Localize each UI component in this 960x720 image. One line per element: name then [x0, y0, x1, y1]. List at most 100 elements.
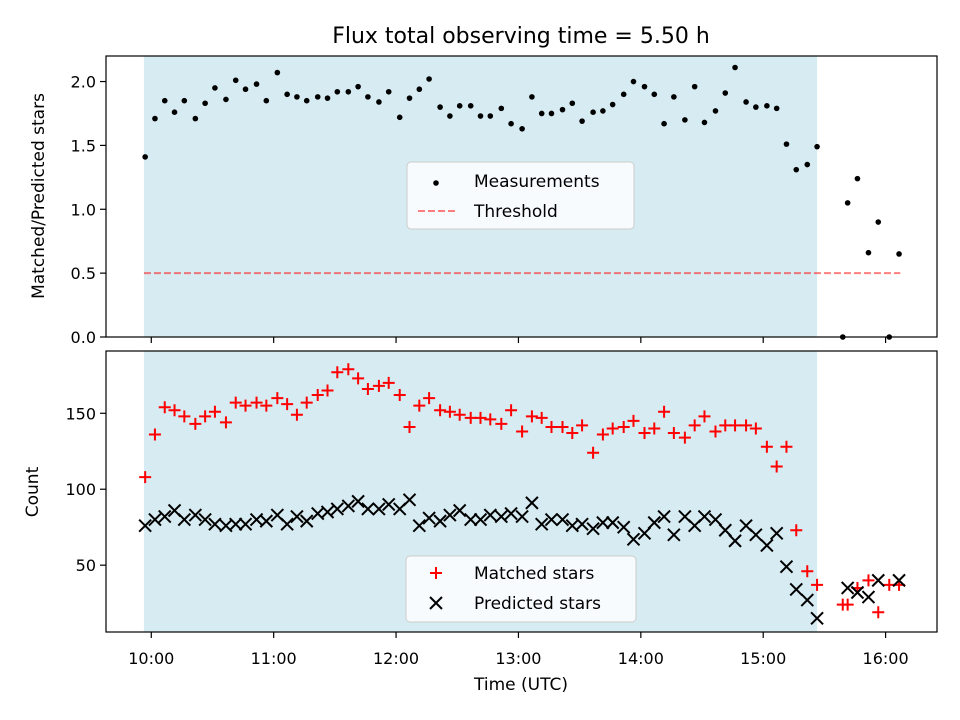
predicted-stars-point	[177, 512, 192, 527]
threshold-legend-label: Threshold	[473, 202, 558, 222]
predicted-stars-point	[138, 518, 152, 533]
measurement-point	[253, 81, 260, 87]
measurement-point	[519, 126, 525, 132]
matched-stars-point	[199, 410, 212, 423]
predicted-stars-point	[892, 573, 906, 588]
predicted-stars-point	[534, 517, 549, 531]
measurement-point	[355, 83, 361, 90]
matched-stars-point	[749, 422, 762, 435]
matched-stars-point	[648, 422, 661, 435]
chart-title: Flux total observing time = 5.50 h	[332, 24, 710, 49]
matched-stars-point	[229, 396, 242, 409]
matched-stars-point	[760, 440, 773, 453]
predicted-stars-point	[800, 593, 814, 607]
predicted-stars-point	[504, 506, 518, 521]
measurement-point	[477, 113, 484, 119]
predicted-stars-point	[473, 512, 488, 527]
measurement-point	[242, 86, 249, 93]
predicted-stars-point	[452, 503, 467, 518]
predicted-stars-point	[779, 559, 794, 574]
predicted-stars-point	[483, 508, 497, 522]
matched-stars-legend-marker	[430, 567, 442, 579]
predicted-stars-point	[238, 517, 253, 531]
matched-stars-point	[342, 363, 355, 376]
matched-stars-point	[168, 404, 181, 417]
matched-stars-point	[453, 408, 466, 421]
bottom-y-ticks: 50 100 150	[65, 404, 106, 575]
x-tick-label: 16:00	[863, 649, 909, 668]
matched-stars-point	[770, 460, 783, 473]
top-y-tick-label: 1.0	[71, 200, 96, 219]
measurement-point	[487, 113, 494, 119]
predicted-stars-point	[300, 514, 314, 528]
matched-stars-point	[587, 446, 600, 459]
measurement-point	[854, 175, 861, 182]
bottom-y-tick-label: 50	[76, 556, 96, 575]
top-y-ticks: 0.0 0.5 1.0 1.5 2.0	[71, 73, 106, 347]
predicted-stars-point	[718, 523, 732, 537]
measurements-series	[142, 64, 902, 340]
measurements-legend-marker	[433, 180, 439, 186]
bottom-y-axis-label: Count	[23, 466, 43, 517]
measurement-point	[569, 100, 576, 107]
predicted-stars-point	[789, 582, 803, 597]
top-legend-box	[406, 161, 635, 230]
matched-stars-point	[638, 427, 651, 440]
matched-stars-point	[321, 384, 334, 397]
measurement-point	[396, 114, 403, 121]
top-legend: Measurements Threshold	[406, 161, 635, 230]
predicted-stars-point	[810, 611, 824, 626]
x-tick-label: 12:00	[373, 649, 419, 668]
matched-stars-point	[740, 419, 753, 432]
measurement-point	[263, 97, 270, 104]
measurements-legend-label: Measurements	[474, 172, 600, 192]
predicted-stars-point	[749, 528, 763, 542]
measurement-point	[620, 91, 627, 98]
matched-stars-point	[658, 405, 671, 418]
matched-stars-point	[352, 372, 365, 385]
top-axes-frame	[105, 55, 938, 338]
predicted-stars-point	[697, 509, 712, 524]
measurement-point	[538, 110, 545, 117]
measurement-point	[896, 251, 902, 257]
predicted-stars-point	[320, 505, 335, 519]
measurement-point	[376, 99, 382, 105]
matched-stars-point	[290, 408, 303, 421]
predicted-stars-point	[208, 517, 222, 531]
predicted-stars-point	[280, 517, 294, 531]
x-tick-label: 11:00	[251, 649, 297, 668]
measurement-point	[447, 113, 453, 119]
predicted-stars-point	[382, 497, 396, 512]
measurement-point	[365, 94, 371, 100]
predicted-stars-point	[586, 522, 600, 536]
predicted-stars-point	[494, 509, 509, 524]
measurement-point	[641, 83, 648, 90]
predicted-stars-point	[647, 515, 661, 530]
measurement-point	[467, 103, 474, 109]
measurement-point	[232, 77, 239, 84]
matched-stars-point	[271, 392, 284, 405]
predicted-stars-legend-label: Predicted stars	[474, 594, 601, 614]
measurement-point	[152, 115, 158, 122]
matched-stars-point	[678, 431, 691, 444]
matched-stars-point	[872, 606, 885, 619]
matched-stars-point	[698, 410, 711, 423]
bottom-x-ticks: 10:00 11:00 12:00 13:00 14:00 15:00 16:00	[128, 632, 909, 668]
bottom-legend: Matched stars Predicted stars	[405, 555, 637, 623]
measurement-point	[548, 110, 555, 117]
matched-stars-point	[189, 417, 202, 430]
measurement-point	[142, 154, 148, 160]
predicted-stars-point	[850, 585, 865, 600]
measurement-point	[324, 95, 331, 101]
matched-stars-point	[403, 420, 416, 433]
measurement-point	[814, 143, 820, 150]
measurement-point	[294, 94, 300, 100]
matched-stars-point	[709, 425, 722, 438]
measurement-point	[274, 69, 281, 76]
top-y-tick-label: 2.0	[71, 73, 96, 92]
predicted-stars-point	[361, 502, 375, 516]
matched-stars-point	[495, 417, 508, 430]
matched-stars-point	[158, 401, 171, 414]
matched-stars-point	[505, 404, 518, 417]
